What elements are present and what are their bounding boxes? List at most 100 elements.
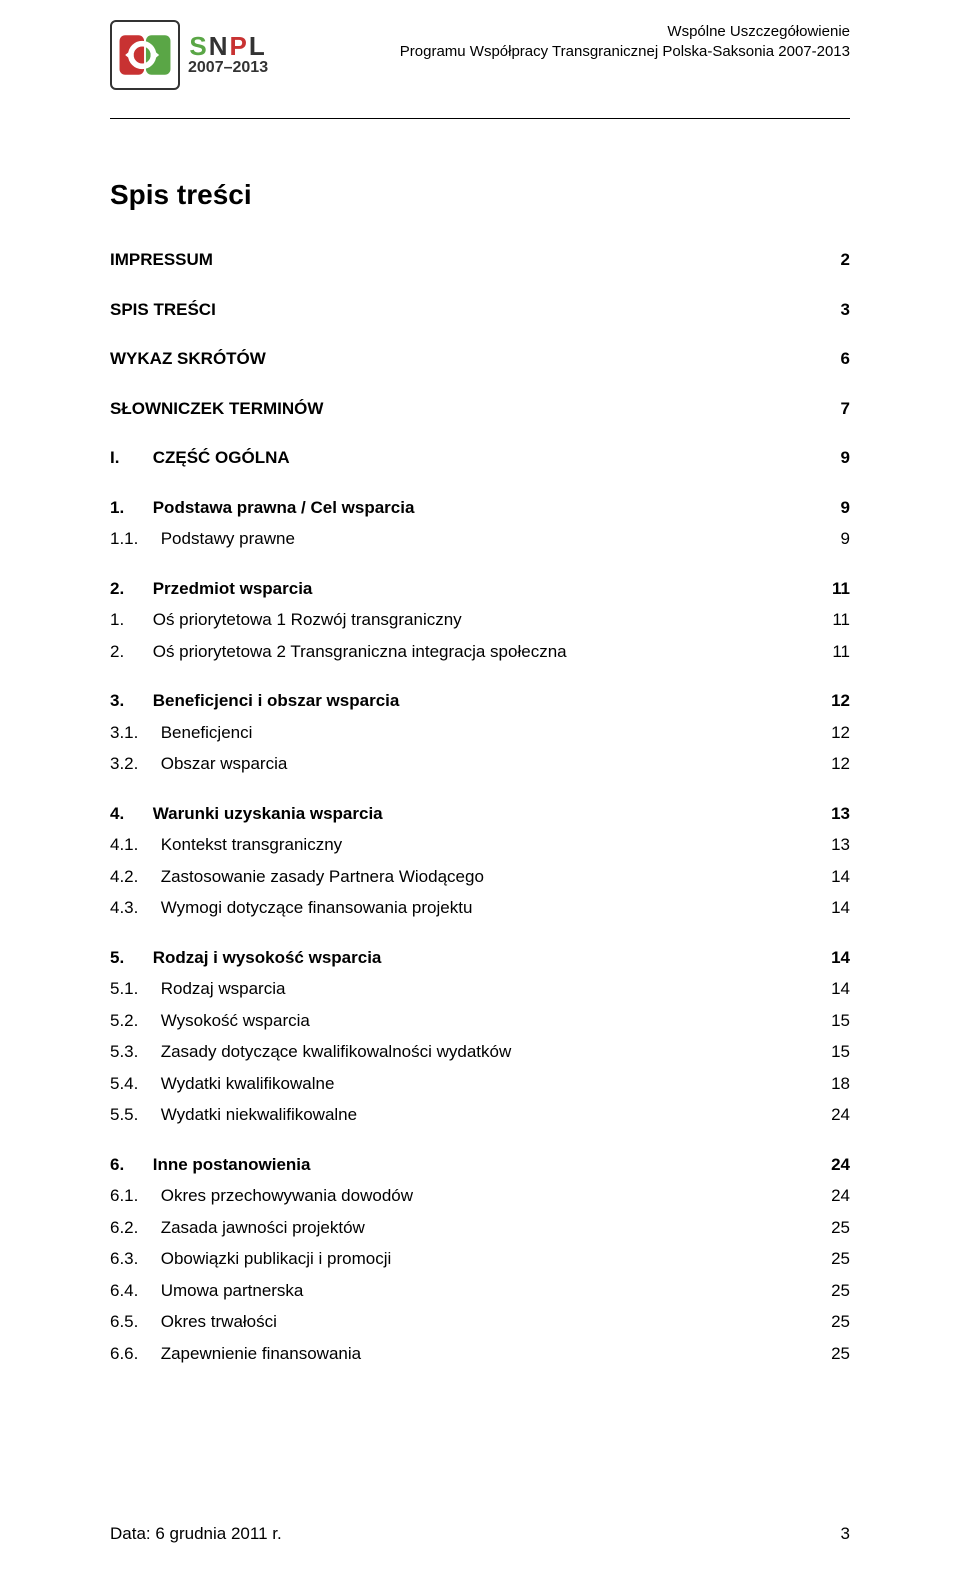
logo-years: 2007–2013 xyxy=(188,59,268,77)
toc-row: 2. Przedmiot wsparcia11 xyxy=(110,576,850,602)
toc-label: 1.1. Podstawy prawne xyxy=(110,526,820,552)
toc-row: 4.2. Zastosowanie zasady Partnera Wiodąc… xyxy=(110,864,850,890)
toc-label: 6.1. Okres przechowywania dowodów xyxy=(110,1183,820,1209)
toc-page: 25 xyxy=(820,1309,850,1335)
toc-group: 5. Rodzaj i wysokość wsparcia145.1. Rodz… xyxy=(110,945,850,1128)
logo-text: SNPL 2007–2013 xyxy=(188,33,268,77)
logo-snpl: SNPL xyxy=(189,33,266,59)
header-divider xyxy=(110,118,850,119)
toc-num: 6.2. xyxy=(110,1215,156,1241)
logo: SNPL 2007–2013 xyxy=(110,20,268,90)
toc-label: 1. Oś priorytetowa 1 Rozwój transgranicz… xyxy=(110,607,820,633)
toc-label: 5.5. Wydatki niekwalifikowalne xyxy=(110,1102,820,1128)
toc-page: 2 xyxy=(820,247,850,273)
toc-label: I. CZĘŚĆ OGÓLNA xyxy=(110,445,820,471)
toc-row: 6.1. Okres przechowywania dowodów24 xyxy=(110,1183,850,1209)
footer: Data: 6 grudnia 2011 r. 3 xyxy=(110,1524,850,1544)
toc-row: 5.3. Zasady dotyczące kwalifikowalności … xyxy=(110,1039,850,1065)
toc-page: 15 xyxy=(820,1039,850,1065)
toc-num: 3.2. xyxy=(110,751,156,777)
toc-num: 4.2. xyxy=(110,864,156,890)
toc-label: 5.1. Rodzaj wsparcia xyxy=(110,976,820,1002)
toc-page: 25 xyxy=(820,1278,850,1304)
header-line1: Wspólne Uszczegółowienie xyxy=(288,22,850,42)
toc-page: 11 xyxy=(820,576,850,602)
toc-page: 24 xyxy=(820,1183,850,1209)
toc-num: 6.6. xyxy=(110,1341,156,1367)
toc-page: 15 xyxy=(820,1008,850,1034)
toc-label: 2. Oś priorytetowa 2 Transgraniczna inte… xyxy=(110,639,820,665)
toc-page: 12 xyxy=(820,720,850,746)
toc-row: 6.6. Zapewnienie finansowania25 xyxy=(110,1341,850,1367)
toc-label: 3.2. Obszar wsparcia xyxy=(110,751,820,777)
toc-num: 5.3. xyxy=(110,1039,156,1065)
toc-label: 5.4. Wydatki kwalifikowalne xyxy=(110,1071,820,1097)
toc-group: 1. Podstawa prawna / Cel wsparcia91.1. P… xyxy=(110,495,850,552)
toc-label: 6.4. Umowa partnerska xyxy=(110,1278,820,1304)
toc-label: 4. Warunki uzyskania wsparcia xyxy=(110,801,820,827)
toc-num: 5. xyxy=(110,945,148,971)
toc-label: 6.6. Zapewnienie finansowania xyxy=(110,1341,820,1367)
toc-row: 4.1. Kontekst transgraniczny13 xyxy=(110,832,850,858)
toc-label: 6.2. Zasada jawności projektów xyxy=(110,1215,820,1241)
toc-row: SPIS TREŚCI3 xyxy=(110,297,850,323)
toc-group: 3. Beneficjenci i obszar wsparcia123.1. … xyxy=(110,688,850,777)
toc-row: 2. Oś priorytetowa 2 Transgraniczna inte… xyxy=(110,639,850,665)
toc-row: 6.3. Obowiązki publikacji i promocji25 xyxy=(110,1246,850,1272)
toc-label: 1. Podstawa prawna / Cel wsparcia xyxy=(110,495,820,521)
toc-label: 5. Rodzaj i wysokość wsparcia xyxy=(110,945,820,971)
toc-label: 3.1. Beneficjenci xyxy=(110,720,820,746)
footer-date: Data: 6 grudnia 2011 r. xyxy=(110,1524,282,1544)
toc-group: IMPRESSUM2 xyxy=(110,247,850,273)
toc-page: 25 xyxy=(820,1246,850,1272)
toc-page: 14 xyxy=(820,976,850,1002)
toc-row: 1.1. Podstawy prawne9 xyxy=(110,526,850,552)
toc-num: 6.3. xyxy=(110,1246,156,1272)
toc-num: 3. xyxy=(110,688,148,714)
toc-title: Spis treści xyxy=(110,179,850,211)
toc-row: 6.4. Umowa partnerska25 xyxy=(110,1278,850,1304)
toc-label: IMPRESSUM xyxy=(110,247,820,273)
toc-page: 13 xyxy=(820,832,850,858)
toc-num: 1.1. xyxy=(110,526,156,552)
toc-row: IMPRESSUM2 xyxy=(110,247,850,273)
toc-row: 6.2. Zasada jawności projektów25 xyxy=(110,1215,850,1241)
toc-row: I. CZĘŚĆ OGÓLNA9 xyxy=(110,445,850,471)
toc-row: 4.3. Wymogi dotyczące finansowania proje… xyxy=(110,895,850,921)
toc-label: 6. Inne postanowienia xyxy=(110,1152,820,1178)
toc-page: 9 xyxy=(820,445,850,471)
toc-num: 5.4. xyxy=(110,1071,156,1097)
toc-num: 5.2. xyxy=(110,1008,156,1034)
toc-row: 5.4. Wydatki kwalifikowalne18 xyxy=(110,1071,850,1097)
toc-row: 5.2. Wysokość wsparcia15 xyxy=(110,1008,850,1034)
footer-page-num: 3 xyxy=(841,1524,850,1544)
toc-page: 14 xyxy=(820,895,850,921)
toc-label: 3. Beneficjenci i obszar wsparcia xyxy=(110,688,820,714)
toc-row: 3.2. Obszar wsparcia12 xyxy=(110,751,850,777)
header-text: Wspólne Uszczegółowienie Programu Współp… xyxy=(288,20,850,63)
toc-label: SŁOWNICZEK TERMINÓW xyxy=(110,396,820,422)
toc-num: 2. xyxy=(110,639,148,665)
toc-page: 11 xyxy=(820,607,850,633)
toc-label: 4.2. Zastosowanie zasady Partnera Wiodąc… xyxy=(110,864,820,890)
toc-row: 5.5. Wydatki niekwalifikowalne24 xyxy=(110,1102,850,1128)
toc-row: 1. Podstawa prawna / Cel wsparcia9 xyxy=(110,495,850,521)
toc-page: 24 xyxy=(820,1152,850,1178)
toc-page: 18 xyxy=(820,1071,850,1097)
toc-num: 4.3. xyxy=(110,895,156,921)
toc-row: 6. Inne postanowienia24 xyxy=(110,1152,850,1178)
toc-page: 13 xyxy=(820,801,850,827)
toc-label: 4.3. Wymogi dotyczące finansowania proje… xyxy=(110,895,820,921)
toc-num: 4.1. xyxy=(110,832,156,858)
header: SNPL 2007–2013 Wspólne Uszczegółowienie … xyxy=(110,20,850,90)
toc-page: 9 xyxy=(820,526,850,552)
header-line2: Programu Współpracy Transgranicznej Pols… xyxy=(288,42,850,62)
toc: IMPRESSUM2 SPIS TREŚCI3 WYKAZ SKRÓTÓW6 SŁOW… xyxy=(110,247,850,1366)
toc-num: 2. xyxy=(110,576,148,602)
toc-row: WYKAZ SKRÓTÓW6 xyxy=(110,346,850,372)
toc-group: 2. Przedmiot wsparcia11 1. Oś priorytetow… xyxy=(110,576,850,665)
toc-num: 5.1. xyxy=(110,976,156,1002)
toc-group: 4. Warunki uzyskania wsparcia134.1. Kont… xyxy=(110,801,850,921)
toc-label: WYKAZ SKRÓTÓW xyxy=(110,346,820,372)
toc-num: 6.4. xyxy=(110,1278,156,1304)
